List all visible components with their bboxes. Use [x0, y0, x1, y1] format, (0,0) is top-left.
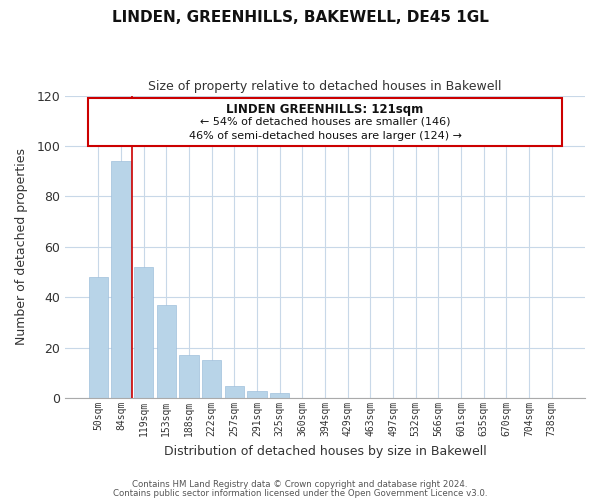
Bar — [270, 393, 289, 398]
Bar — [157, 305, 176, 398]
Text: 46% of semi-detached houses are larger (124) →: 46% of semi-detached houses are larger (… — [188, 131, 461, 141]
Bar — [225, 386, 244, 398]
Bar — [247, 390, 266, 398]
Text: Contains public sector information licensed under the Open Government Licence v3: Contains public sector information licen… — [113, 488, 487, 498]
Text: Contains HM Land Registry data © Crown copyright and database right 2024.: Contains HM Land Registry data © Crown c… — [132, 480, 468, 489]
Text: LINDEN, GREENHILLS, BAKEWELL, DE45 1GL: LINDEN, GREENHILLS, BAKEWELL, DE45 1GL — [112, 10, 488, 25]
Bar — [89, 277, 108, 398]
Bar — [112, 161, 131, 398]
Y-axis label: Number of detached properties: Number of detached properties — [15, 148, 28, 346]
Text: LINDEN GREENHILLS: 121sqm: LINDEN GREENHILLS: 121sqm — [226, 103, 424, 116]
Bar — [202, 360, 221, 398]
Title: Size of property relative to detached houses in Bakewell: Size of property relative to detached ho… — [148, 80, 502, 93]
X-axis label: Distribution of detached houses by size in Bakewell: Distribution of detached houses by size … — [164, 444, 487, 458]
Bar — [88, 98, 562, 146]
Text: ← 54% of detached houses are smaller (146): ← 54% of detached houses are smaller (14… — [200, 117, 450, 127]
Bar — [134, 267, 154, 398]
Bar — [179, 356, 199, 398]
